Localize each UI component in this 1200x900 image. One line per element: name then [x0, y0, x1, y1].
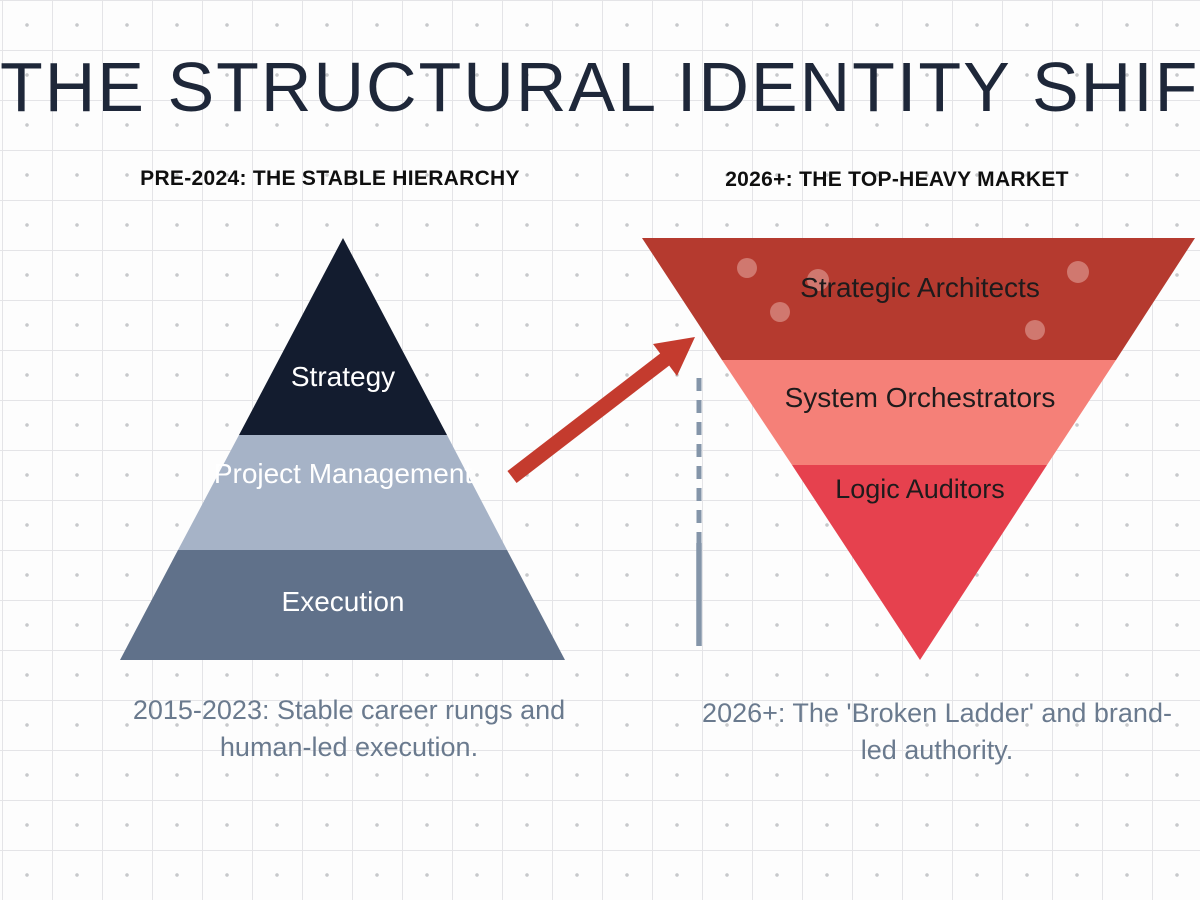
pyramid-label-strategy: Strategy: [290, 361, 396, 392]
funnel-tier-system-orchestrators-shape: [722, 360, 1116, 465]
funnel-label-strategic-architects: Strategic Architects: [800, 272, 1040, 303]
funnel-tier-logic-auditors-shape: [792, 465, 1047, 660]
shift-arrow: [507, 337, 695, 483]
left-column-header: PRE-2024: THE STABLE HIERARCHY: [140, 167, 520, 190]
pyramid-tier-strategy-shape: [239, 238, 447, 435]
decor-dot: [1067, 261, 1089, 283]
right-column-header: 2026+: THE TOP-HEAVY MARKET: [725, 168, 1069, 191]
shift-arrow-shaft: [507, 351, 673, 483]
funnel-tier-strategic-architects-shape: [642, 238, 1195, 360]
shift-arrow-head-icon: [653, 337, 695, 376]
pyramid-tier-execution-shape: [120, 550, 565, 660]
pyramid-label-project-management: Project Management: [213, 458, 473, 489]
right-caption: 2026+: The 'Broken Ladder' and brand-led…: [702, 698, 1172, 765]
pyramid-tier-project-management-shape: [178, 435, 507, 550]
funnel-label-system-orchestrators: System Orchestrators: [784, 382, 1056, 413]
decor-dot: [770, 302, 790, 322]
funnel-label-logic-auditors: Logic Auditors: [835, 474, 1005, 504]
decor-dot: [737, 258, 757, 278]
decor-dot: [1025, 320, 1045, 340]
decor-dot: [807, 269, 829, 291]
pyramid-label-execution: Execution: [281, 586, 405, 617]
left-caption: 2015-2023: Stable career rungs and human…: [132, 695, 566, 762]
funnel-decor-dots: [737, 258, 1089, 340]
page-title: THE STRUCTURAL IDENTITY SHIFT: [0, 47, 1200, 126]
